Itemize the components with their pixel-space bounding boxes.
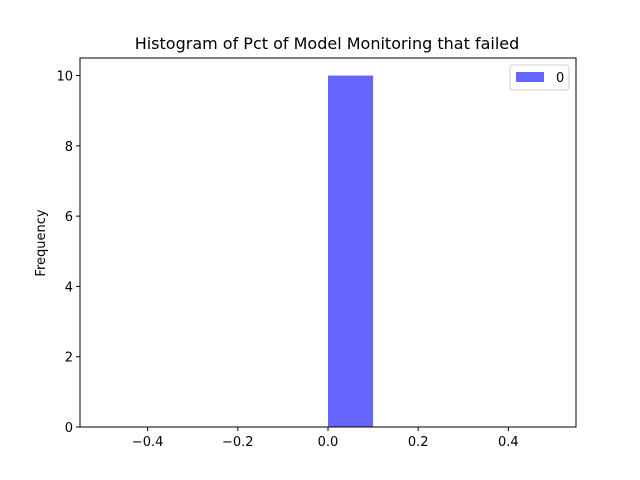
plot-frame <box>79 57 577 428</box>
x-tick-label: 0.2 <box>408 435 429 450</box>
y-axis-label: Frequency <box>34 209 49 276</box>
y-tick-label: 10 <box>56 70 73 85</box>
histogram-bar <box>328 75 374 428</box>
x-tick-label: −0.4 <box>132 435 164 450</box>
y-tick-label: 8 <box>65 140 73 155</box>
x-tick-label: −0.2 <box>222 435 254 450</box>
legend-label: 0 <box>556 71 564 86</box>
y-axis: 0 2 4 6 8 10 <box>56 70 80 436</box>
x-tick-label: 0.0 <box>318 435 339 450</box>
x-tick-label: 0.4 <box>498 435 519 450</box>
legend: 0 <box>509 64 570 91</box>
x-axis: −0.4 −0.2 0.0 0.2 0.4 <box>132 427 519 450</box>
y-tick-label: 6 <box>65 210 73 225</box>
y-tick-label: 2 <box>65 351 73 366</box>
y-tick-label: 4 <box>65 280 73 295</box>
y-tick-label: 0 <box>65 421 73 436</box>
chart-title: Histogram of Pct of Model Monitoring tha… <box>135 34 520 53</box>
legend-swatch <box>516 72 544 82</box>
bars-group <box>328 75 374 428</box>
